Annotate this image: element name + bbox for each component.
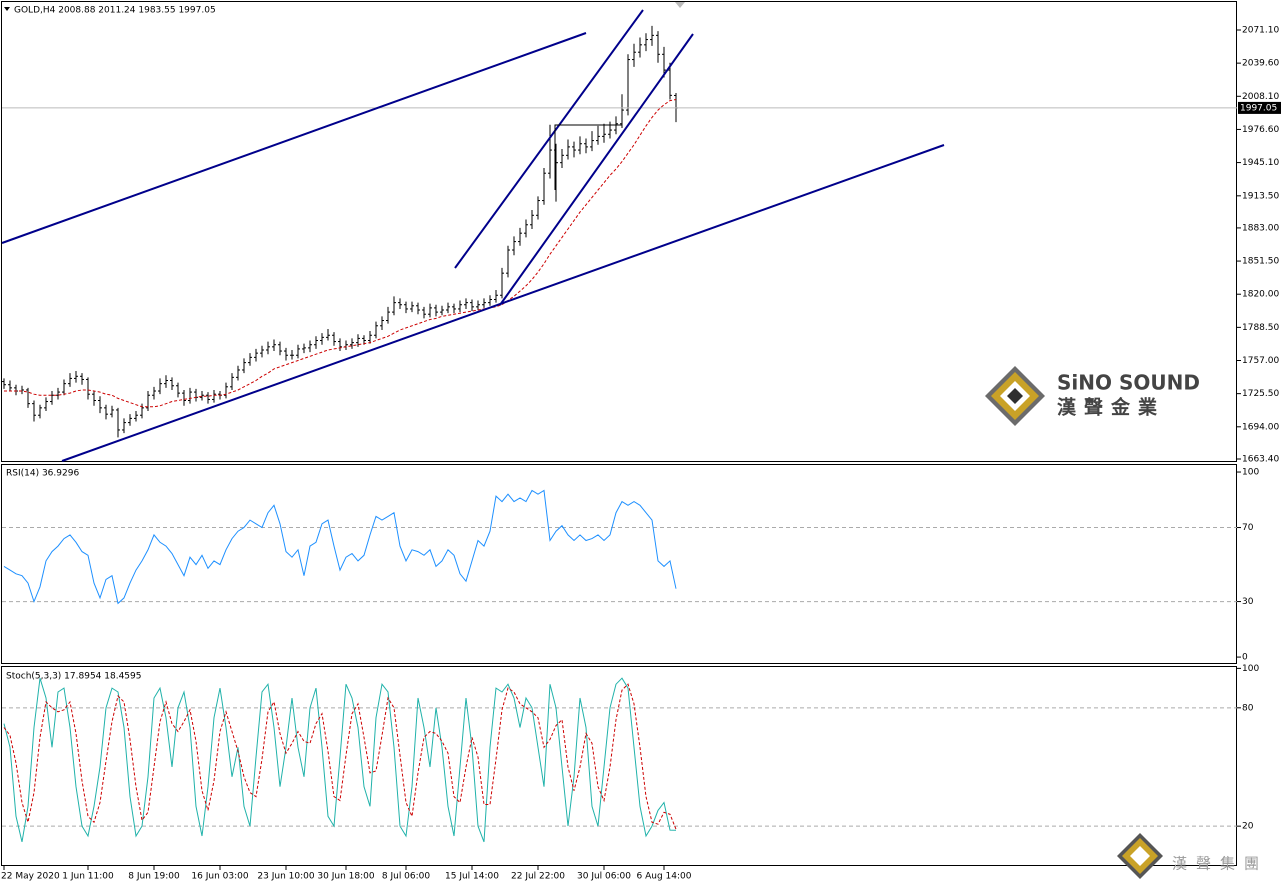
y-tick-label: 1663.40: [1242, 455, 1279, 465]
logo: [985, 366, 1045, 426]
x-tick-label: 30 Jul 06:00: [577, 872, 631, 882]
x-tick-label: 23 Jun 10:00: [257, 872, 314, 882]
price-panel: [1, 1, 1237, 462]
range-box: [554, 124, 622, 190]
group-cn: 漢聲集團: [1172, 855, 1268, 873]
y-tick-label: 2008.10: [1242, 92, 1279, 102]
trend-line: [1, 32, 587, 244]
x-tick-label: 1 Jun 11:00: [62, 872, 114, 882]
chart-title: GOLD,H4 2008.88 2011.24 1983.55 1997.05: [14, 6, 216, 16]
y-tick-label: 1913.50: [1242, 191, 1279, 201]
stoch-title: Stoch(5,3,3) 17.8954 18.4595: [6, 672, 141, 682]
x-tick-label: 22 Jul 22:00: [511, 872, 565, 882]
y-tick-label: 1694.00: [1242, 422, 1279, 432]
y-tick-label: 2039.60: [1242, 59, 1279, 69]
x-tick-label: 8 Jun 19:00: [128, 872, 180, 882]
rsi-title: RSI(14) 36.9296: [6, 469, 79, 479]
y-tick-label: 1788.50: [1242, 323, 1279, 333]
y-tick-label: 100: [1242, 664, 1259, 674]
y-tick-label: 1976.60: [1242, 125, 1279, 135]
y-tick-label: 1851.50: [1242, 257, 1279, 267]
y-tick-label: 100: [1242, 468, 1259, 478]
last-price-label: 1997.05: [1240, 103, 1277, 113]
trend-line: [499, 33, 694, 306]
y-tick-label: 70: [1242, 523, 1254, 533]
y-tick-label: 1725.50: [1242, 389, 1279, 399]
shift-marker: [675, 2, 685, 8]
y-tick-label: 30: [1242, 597, 1254, 607]
x-tick-label: 6 Aug 14:00: [637, 872, 692, 882]
x-tick-label: 16 Jun 03:00: [191, 872, 248, 882]
x-tick-label: 30 Jun 18:00: [317, 872, 374, 882]
brand-cn: 漢聲金業: [1057, 396, 1165, 419]
y-tick-label: 0: [1242, 653, 1248, 663]
trend-line: [61, 144, 945, 462]
dropdown-icon: [4, 7, 10, 11]
logo-small: [1117, 833, 1163, 879]
series-line: [3, 683, 677, 830]
x-tick-label: 15 Jul 14:00: [445, 872, 499, 882]
trend-line: [454, 9, 644, 269]
series-line: [3, 489, 677, 605]
y-tick-label: 80: [1242, 703, 1254, 713]
series-line: [4, 99, 677, 408]
brand: SiNO SOUND: [1057, 371, 1200, 395]
series-line: [3, 677, 677, 843]
x-tick-label: 8 Jul 06:00: [382, 872, 431, 882]
rsi-panel: [1, 464, 1237, 664]
y-tick-label: 2071.10: [1242, 25, 1279, 35]
y-tick-label: 1820.00: [1242, 290, 1279, 300]
y-tick-label: 1883.00: [1242, 223, 1279, 233]
y-tick-label: 1757.00: [1242, 356, 1279, 366]
stoch-panel: [1, 666, 1237, 866]
y-tick-label: 20: [1242, 822, 1254, 832]
y-tick-label: 1945.10: [1242, 158, 1279, 168]
x-tick-label: 22 May 2020: [1, 872, 60, 882]
last-price-box: [1238, 101, 1281, 114]
marks: [2, 25, 1237, 843]
